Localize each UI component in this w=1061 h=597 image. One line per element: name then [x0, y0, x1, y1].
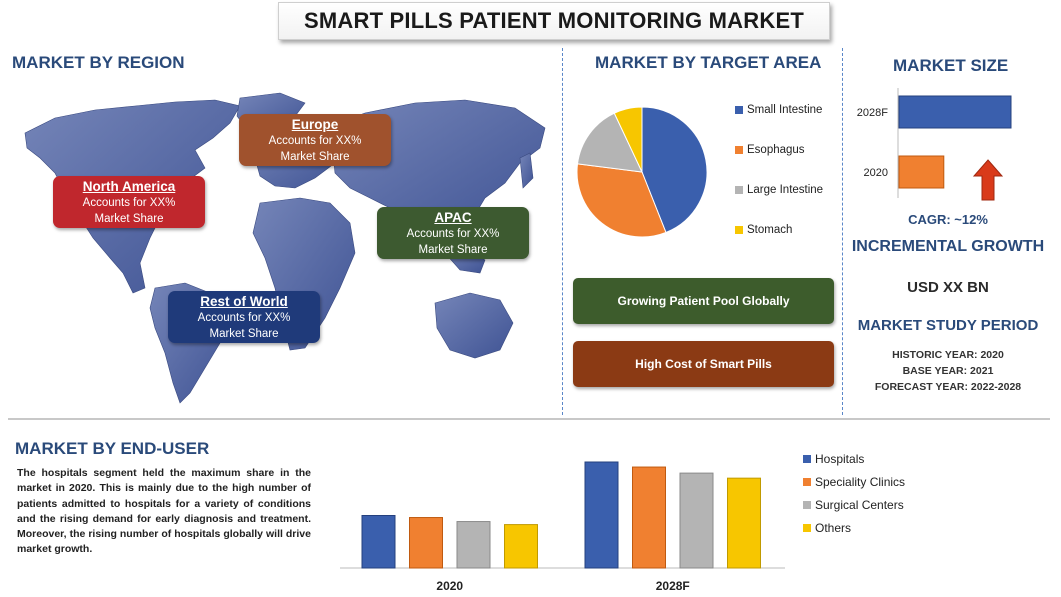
legend-swatch [803, 454, 811, 463]
growth-arrow-icon [972, 159, 1004, 201]
legend-label: Surgical Centers [815, 497, 904, 512]
size-label-2020: 2020 [864, 167, 888, 179]
enduser-legend-surgical-centers: Surgical Centers [803, 493, 933, 516]
bar-others-2028f [727, 477, 761, 569]
enduser-category-2020: 2020 [436, 579, 463, 593]
legend-label: Small Intestine [747, 104, 823, 116]
divider-left [562, 48, 563, 415]
legend-swatch [735, 186, 743, 194]
region-rest-of-world: Rest of World Accounts for XX% Market Sh… [168, 291, 320, 343]
size-bar-2028f [898, 95, 1012, 129]
map-japan [519, 152, 534, 189]
enduser-description: The hospitals segment held the maximum s… [17, 467, 311, 556]
enduser-legend: Hospitals Speciality Clinics Surgical Cent… [803, 447, 933, 539]
legend-swatch [735, 146, 743, 154]
size-label-2028f: 2028F [857, 107, 888, 119]
region-heading: MARKET BY REGION [12, 53, 185, 72]
legend-label: Others [815, 520, 852, 535]
enduser-category-2028f: 2028F [656, 579, 690, 593]
cagr-text: CAGR: ~12% [908, 212, 988, 227]
incremental-value: USD XX BN [907, 279, 989, 296]
study-period-heading: MARKET STUDY PERIOD [857, 317, 1039, 334]
size-heading: MARKET SIZE [893, 56, 1009, 75]
bar-hospitals-2020 [361, 515, 396, 569]
legend-label: Large Intestine [747, 184, 824, 196]
page-title: SMART PILLS PATIENT MONITORING MARKET [278, 2, 830, 40]
region-apac: APAC Accounts for XX% Market Share [377, 207, 529, 259]
incremental-heading: INCREMENTAL GROWTH [851, 238, 1045, 255]
pie-slice-small-intestine [641, 106, 708, 234]
pie-slice-large-intestine [576, 112, 643, 173]
bar-speciality-clinics-2028f [632, 466, 666, 569]
size-bar-2020 [898, 155, 945, 189]
pie-slice-stomach [613, 106, 643, 173]
enduser-bar-chart: 2020 2028F [340, 461, 785, 593]
market-size-chart: 2028F 2020 [857, 88, 1012, 198]
map-australia [434, 292, 514, 359]
legend-label: Hospitals [815, 451, 865, 466]
forecast-year: FORECAST YEAR: 2022-2028 [874, 381, 1022, 393]
pie-legend-esophagus: Esophagus [735, 130, 845, 170]
legend-label: Stomach [747, 224, 793, 236]
pie-legend-small-intestine: Small Intestine [735, 90, 845, 130]
pie-slice-esophagus [576, 163, 667, 238]
divider-right [842, 48, 843, 415]
target-pie-chart [576, 106, 708, 238]
enduser-legend-hospitals: Hospitals [803, 447, 933, 470]
legend-swatch [735, 226, 743, 234]
pie-legend-stomach: Stomach [735, 210, 845, 250]
section-divider [8, 418, 1050, 420]
bar-others-2020 [504, 524, 538, 569]
driver-high-cost: High Cost of Smart Pills [573, 341, 834, 387]
region-europe: Europe Accounts for XX% Market Share [239, 114, 391, 166]
base-year: BASE YEAR: 2021 [902, 365, 994, 377]
bar-surgical-centers-2020 [456, 521, 491, 569]
driver-patient-pool: Growing Patient Pool Globally [573, 278, 834, 324]
legend-label: Speciality Clinics [815, 474, 906, 489]
historic-year: HISTORIC YEAR: 2020 [892, 349, 1004, 361]
pie-legend-large-intestine: Large Intestine [735, 170, 845, 210]
bar-hospitals-2028f [584, 461, 619, 569]
region-north-america: North America Accounts for XX% Market Sh… [53, 176, 205, 228]
enduser-legend-speciality-clinics: Speciality Clinics [803, 470, 933, 493]
legend-swatch [803, 500, 811, 509]
target-heading: MARKET BY TARGET AREA [595, 53, 822, 72]
target-pie-legend: Small Intestine Esophagus Large Intestine S… [735, 90, 845, 250]
legend-swatch [803, 477, 811, 486]
enduser-heading: MARKET BY END-USER [15, 439, 210, 458]
legend-label: Esophagus [747, 144, 805, 156]
enduser-legend-others: Others [803, 516, 933, 539]
bar-surgical-centers-2028f [679, 472, 714, 569]
bar-speciality-clinics-2020 [409, 517, 443, 569]
legend-swatch [803, 523, 811, 532]
legend-swatch [735, 106, 743, 114]
